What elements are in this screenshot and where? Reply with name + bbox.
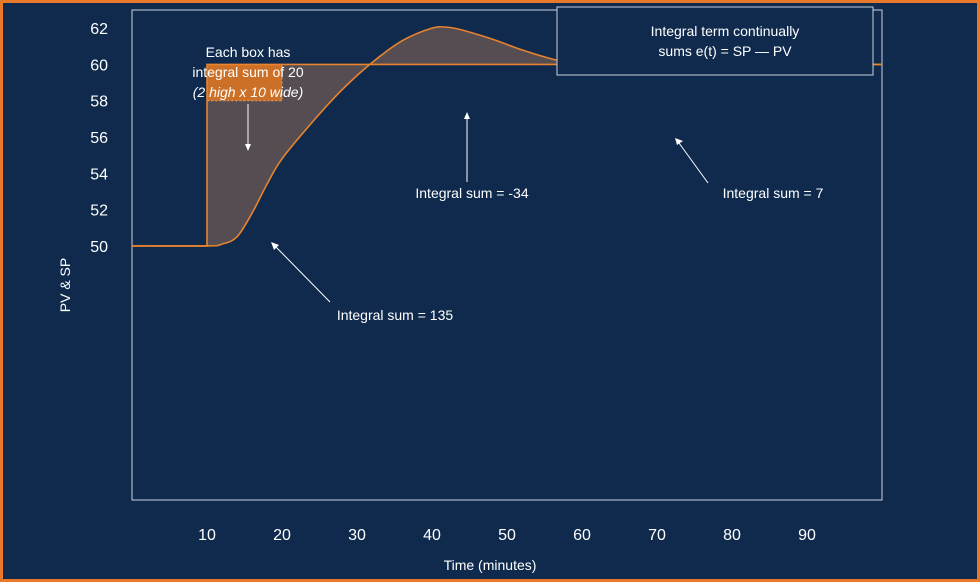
- x-tick-label: 30: [348, 527, 366, 544]
- info-box-line-1: Integral term continually: [651, 23, 800, 39]
- integral-sum-135-label: Integral sum = 135: [337, 307, 454, 323]
- example-integral-box: [206, 63, 283, 102]
- plot-area: [131, 9, 883, 501]
- arrow-box-note-head: [245, 144, 251, 151]
- x-axis-label: Time (minutes): [444, 557, 537, 573]
- box-note-line-3: (2 high x 10 wide): [193, 84, 304, 100]
- x-tick-label: 40: [423, 527, 441, 544]
- y-tick-label: 56: [90, 130, 108, 147]
- y-tick-label: 58: [90, 94, 108, 111]
- x-tick-label: 20: [273, 527, 291, 544]
- arrow-sum-neg34-head: [464, 112, 470, 119]
- integral-sum-neg34-label: Integral sum = -34: [415, 185, 528, 201]
- box-note-line-2: integral sum of 20: [192, 64, 303, 80]
- annotation-arrows: [245, 104, 709, 303]
- y-tick-label: 54: [90, 166, 108, 183]
- arrow-sum-135: [274, 245, 331, 303]
- info-box-border: [556, 6, 874, 76]
- info-box-line-2: sums e(t) = SP — PV: [658, 43, 792, 59]
- x-tick-label: 70: [648, 527, 666, 544]
- chart-frame: [3, 3, 977, 579]
- y-axis-label: PV & SP: [57, 258, 73, 312]
- y-tick-label: 60: [90, 57, 108, 74]
- y-tick-label: 52: [90, 203, 108, 220]
- arrow-sum-135-head: [271, 242, 279, 250]
- y-axis-ticks: 50 52 54 56 58 60 62: [90, 21, 108, 256]
- x-tick-label: 50: [498, 527, 516, 544]
- x-tick-label: 60: [573, 527, 591, 544]
- y-tick-label: 62: [90, 21, 108, 38]
- x-axis-ticks: 10 20 30 40 50 60 70 80 90: [198, 527, 816, 544]
- arrow-sum-7-head: [675, 138, 683, 145]
- arrow-sum-7: [678, 142, 709, 184]
- x-tick-label: 90: [798, 527, 816, 544]
- x-tick-label: 10: [198, 527, 216, 544]
- y-tick-label: 50: [90, 239, 108, 256]
- info-box: Integral term continually sums e(t) = SP…: [556, 6, 874, 76]
- x-tick-label: 80: [723, 527, 741, 544]
- box-note-line-1: Each box has: [206, 44, 291, 60]
- integral-sum-7-label: Integral sum = 7: [723, 185, 824, 201]
